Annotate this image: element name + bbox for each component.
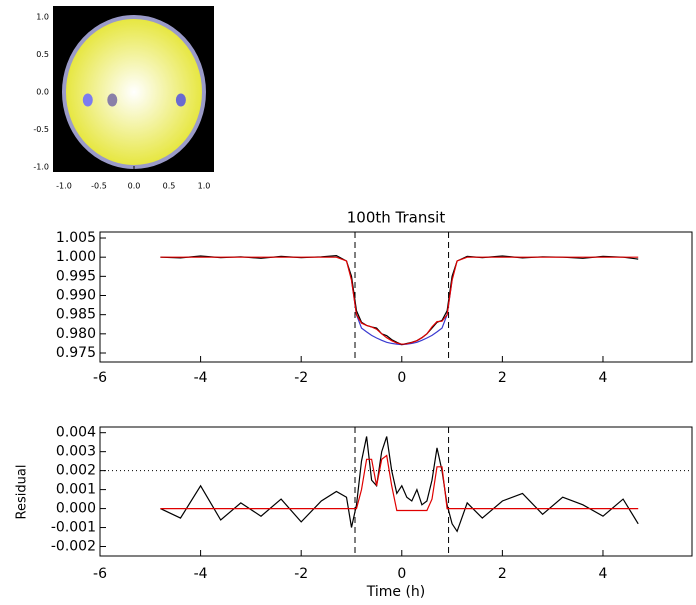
x-tick-label: -6 bbox=[93, 566, 107, 582]
x-axis-label: Time (h) bbox=[366, 584, 426, 600]
y-tick-label: -0.001 bbox=[51, 520, 96, 536]
x-tick-label: -0.5 bbox=[91, 182, 107, 191]
x-tick-label: -4 bbox=[194, 370, 208, 386]
y-tick-label: 0.975 bbox=[56, 345, 96, 361]
x-tick-label: 0 bbox=[397, 370, 406, 386]
y-tick-label: 0.0 bbox=[36, 87, 49, 96]
series-line bbox=[350, 280, 453, 346]
y-tick-label: -1.0 bbox=[33, 162, 49, 171]
y-tick-label: 0.000 bbox=[56, 501, 96, 517]
y-tick-label: -0.002 bbox=[51, 539, 96, 555]
x-tick-label: -6 bbox=[93, 370, 107, 386]
x-tick-label: 4 bbox=[599, 566, 608, 582]
series-line bbox=[160, 454, 639, 512]
x-tick-label: 0.0 bbox=[128, 182, 141, 191]
y-tick-label: 0.995 bbox=[56, 268, 96, 284]
y-tick-label: 0.990 bbox=[56, 288, 96, 304]
y-tick-label: 1.000 bbox=[56, 249, 96, 265]
y-tick-label: 0.5 bbox=[36, 50, 49, 59]
y-tick-label: 0.004 bbox=[56, 425, 96, 441]
x-tick-label: -4 bbox=[194, 566, 208, 582]
y-tick-label: 0.980 bbox=[56, 326, 96, 342]
star-disk bbox=[61, 15, 206, 169]
plot-frame bbox=[99, 231, 693, 363]
x-tick-label: 0.5 bbox=[163, 182, 176, 191]
y-axis-label: Residual bbox=[15, 465, 30, 520]
series-line bbox=[160, 254, 639, 346]
x-tick-label: -1.0 bbox=[56, 182, 72, 191]
x-tick-label: 1.0 bbox=[198, 182, 211, 191]
x-tick-label: -2 bbox=[294, 566, 308, 582]
x-tick-label: -2 bbox=[294, 370, 308, 386]
y-tick-label: 1.005 bbox=[56, 230, 96, 246]
y-tick-label: -0.5 bbox=[33, 125, 49, 134]
y-tick-label: 0.985 bbox=[56, 307, 96, 323]
spot bbox=[107, 93, 118, 107]
x-tick-label: 4 bbox=[599, 370, 608, 386]
y-tick-label: 0.001 bbox=[56, 482, 96, 498]
y-tick-label: 1.0 bbox=[36, 13, 49, 22]
x-tick-label: 2 bbox=[498, 370, 507, 386]
x-tick-label: 0 bbox=[397, 566, 406, 582]
series-line bbox=[160, 436, 639, 533]
x-tick-label: 2 bbox=[498, 566, 507, 582]
spot bbox=[175, 93, 186, 107]
y-tick-label: 0.003 bbox=[56, 444, 96, 460]
chart-title: 100th Transit bbox=[347, 209, 446, 227]
series-line bbox=[160, 256, 639, 345]
plot-frame bbox=[99, 426, 693, 557]
spot bbox=[82, 93, 93, 107]
y-tick-label: 0.002 bbox=[56, 463, 96, 479]
